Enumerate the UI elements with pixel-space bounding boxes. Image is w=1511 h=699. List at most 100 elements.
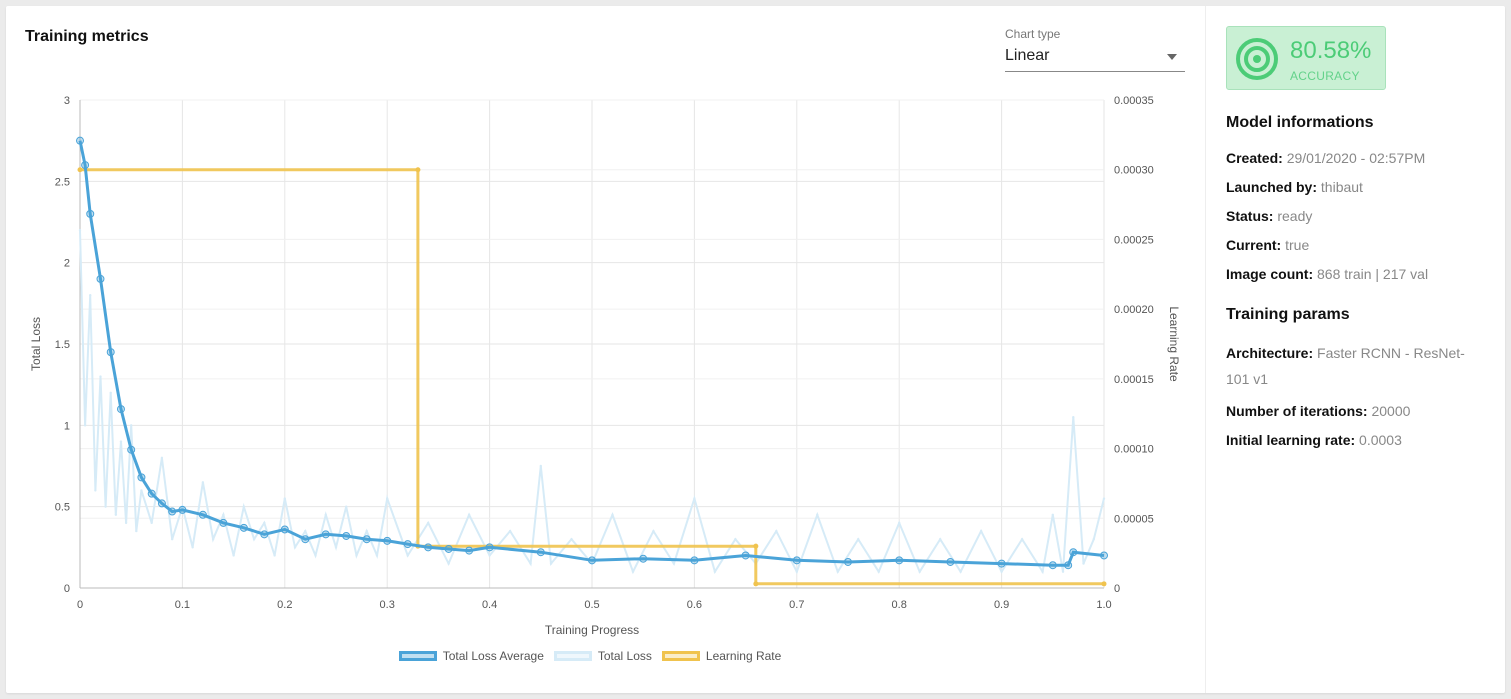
y-tick-label: 2.5 — [55, 176, 70, 188]
chart-type-select[interactable]: Chart type Linear — [1005, 27, 1185, 72]
total-loss-point — [938, 538, 942, 541]
total-loss-point — [795, 570, 798, 573]
total-loss-point — [109, 391, 112, 394]
y-tick-label: 3 — [64, 95, 70, 107]
total-loss-average-point — [198, 510, 207, 519]
y-tick-label: 2 — [64, 258, 70, 270]
total-loss-point — [104, 505, 107, 508]
total-loss-average-point — [690, 556, 699, 565]
learning-rate-point — [77, 167, 83, 173]
total-loss-point — [959, 570, 962, 573]
accuracy-label: ACCURACY — [1290, 69, 1360, 83]
info-value: 20000 — [1371, 403, 1411, 419]
chevron-down-icon[interactable] — [1167, 54, 1177, 60]
total-loss-point — [857, 538, 860, 541]
y2-tick-label: 0.00020 — [1114, 304, 1154, 316]
legend-item[interactable]: Total Loss Average — [398, 649, 544, 663]
total-loss-average-point — [639, 554, 648, 563]
y-tick-label: 1 — [64, 420, 70, 432]
legend-label: Total Loss — [597, 649, 652, 663]
panel-title: Training metrics — [25, 28, 149, 45]
total-loss-average-point — [1100, 551, 1108, 560]
total-loss-point — [1041, 570, 1044, 573]
legend-item[interactable]: Learning Rate — [661, 649, 781, 663]
info-label: Number of iterations: — [1226, 403, 1368, 419]
total-loss-point — [160, 456, 164, 460]
total-loss-average-point — [741, 551, 750, 560]
total-loss-point — [529, 562, 532, 565]
total-loss-average-point — [147, 489, 156, 498]
total-loss-average-point — [321, 530, 330, 539]
total-loss-point — [150, 521, 153, 525]
total-loss-point — [467, 513, 471, 516]
x-tick-label: 0.5 — [584, 599, 599, 611]
x-axis-title: Training Progress — [545, 623, 639, 637]
y2-tick-label: 0.00035 — [1114, 95, 1154, 107]
x-tick-label: 0.4 — [482, 599, 497, 611]
total-loss-point — [488, 554, 491, 557]
total-loss-average-point — [1064, 561, 1073, 570]
legend-item[interactable]: Total Loss — [553, 649, 652, 663]
info-row: Initial learning rate: 0.0003 — [1226, 430, 1486, 450]
total-loss-point — [283, 497, 286, 500]
y2-tick-label: 0.00010 — [1114, 444, 1154, 456]
total-loss-average-point — [1069, 548, 1078, 557]
total-loss-average-point — [1048, 561, 1057, 570]
total-loss-point — [334, 546, 338, 549]
total-loss-average-point — [76, 136, 84, 145]
total-loss-point — [1102, 497, 1106, 500]
total-loss-average-point — [137, 473, 146, 482]
total-loss-point — [191, 546, 194, 549]
total-loss-point — [570, 538, 573, 541]
total-loss-point — [1051, 513, 1055, 516]
total-loss-average-point — [588, 556, 596, 565]
total-loss-average-point — [465, 546, 474, 555]
info-row: Launched by: thibaut — [1226, 177, 1486, 197]
chart-type-dropdown[interactable]: Linear — [1005, 47, 1185, 72]
total-loss-point — [135, 529, 138, 533]
total-loss-point — [713, 570, 717, 573]
total-loss-average-point — [792, 556, 801, 565]
total-loss-average-point — [81, 161, 90, 170]
total-loss-point — [78, 228, 82, 232]
info-row: Architecture: Faster RCNN - ResNet-101 v… — [1226, 340, 1486, 392]
info-label: Image count: — [1226, 266, 1314, 282]
info-label: Created: — [1226, 150, 1283, 166]
y-axis-title: Total Loss — [29, 317, 43, 371]
x-tick-label: 0.6 — [687, 599, 702, 611]
total-loss-point — [447, 562, 450, 565]
total-loss-point — [273, 554, 276, 557]
info-value: 29/01/2020 - 02:57PM — [1286, 150, 1426, 166]
training-params-title: Training params — [1226, 306, 1350, 323]
total-loss-point — [1020, 538, 1024, 541]
info-value: 868 train | 217 val — [1317, 266, 1429, 282]
total-loss-point — [119, 440, 123, 443]
y2-axis-title: Learning Rate — [1167, 306, 1181, 382]
total-loss-point — [232, 554, 235, 557]
total-loss-point — [130, 424, 133, 427]
total-loss-point — [406, 554, 409, 557]
total-loss-point — [672, 562, 676, 565]
x-tick-label: 0.7 — [789, 599, 804, 611]
total-loss-point — [304, 529, 307, 533]
total-loss-point — [314, 554, 317, 557]
chart-type-value: Linear — [1005, 47, 1050, 64]
total-loss-point — [775, 529, 778, 533]
y2-tick-label: 0.00015 — [1114, 374, 1154, 386]
info-row: Current: true — [1226, 235, 1486, 255]
target-icon — [1236, 38, 1278, 80]
total-loss-point — [99, 375, 102, 378]
total-loss-point — [201, 481, 205, 484]
total-loss-average-point — [280, 525, 289, 534]
total-loss-point — [426, 521, 430, 525]
info-label: Initial learning rate: — [1226, 432, 1356, 448]
model-info-title: Model informations — [1226, 114, 1374, 131]
total-loss-point — [222, 513, 225, 516]
total-loss-average-point — [485, 543, 494, 552]
legend-label: Total Loss Average — [442, 649, 544, 663]
total-loss-point — [898, 521, 901, 525]
total-loss-point — [1061, 570, 1065, 573]
learning-rate-point — [1101, 581, 1107, 587]
total-loss-point — [89, 294, 92, 297]
x-tick-label: 0 — [77, 599, 83, 611]
